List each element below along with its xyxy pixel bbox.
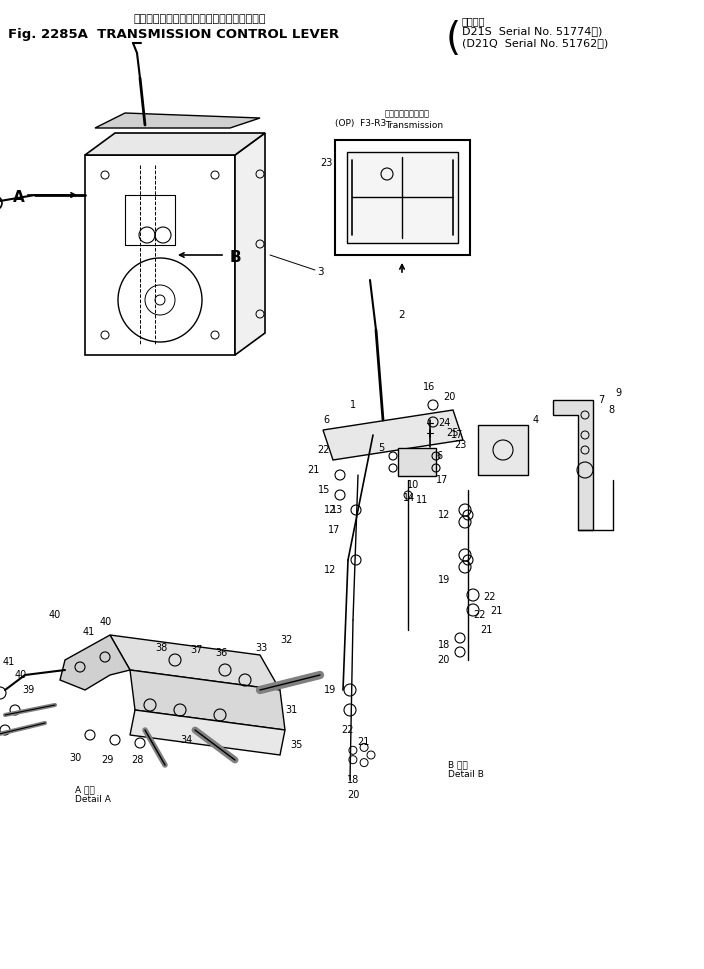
Text: 34: 34 xyxy=(180,735,192,745)
Text: 6: 6 xyxy=(324,415,330,425)
Text: 23: 23 xyxy=(320,158,333,168)
Text: 20: 20 xyxy=(438,655,450,665)
Text: 10: 10 xyxy=(407,480,419,490)
Text: 13: 13 xyxy=(331,505,343,515)
Text: 18: 18 xyxy=(438,640,450,650)
Text: 22: 22 xyxy=(318,445,330,455)
Text: トランスミッション　コントロール　レバー: トランスミッション コントロール レバー xyxy=(134,14,266,24)
Text: 22: 22 xyxy=(341,725,354,735)
Text: 21: 21 xyxy=(480,625,492,635)
Polygon shape xyxy=(323,410,463,460)
Text: 35: 35 xyxy=(290,740,303,750)
Text: 36: 36 xyxy=(215,648,227,658)
Polygon shape xyxy=(235,133,265,355)
Text: 17: 17 xyxy=(451,430,463,440)
Polygon shape xyxy=(60,635,130,690)
Text: 19: 19 xyxy=(438,575,450,585)
Text: (OP)  F3-R3: (OP) F3-R3 xyxy=(335,119,386,128)
Text: 9: 9 xyxy=(615,388,621,398)
Text: 5: 5 xyxy=(378,443,384,453)
Polygon shape xyxy=(110,635,280,690)
Text: 38: 38 xyxy=(155,643,168,653)
Text: B 詳細
Detail B: B 詳細 Detail B xyxy=(448,760,484,779)
Text: 20: 20 xyxy=(443,392,455,402)
Text: 15: 15 xyxy=(318,485,330,495)
Text: B: B xyxy=(230,250,241,265)
Text: 20: 20 xyxy=(347,790,359,800)
Text: 17: 17 xyxy=(436,475,448,485)
Text: 41: 41 xyxy=(3,657,15,667)
Text: 12: 12 xyxy=(438,510,450,520)
Text: 40: 40 xyxy=(15,670,27,680)
Text: 33: 33 xyxy=(255,643,268,653)
Text: 12: 12 xyxy=(324,565,336,575)
Polygon shape xyxy=(95,113,260,128)
Text: 22: 22 xyxy=(483,592,496,602)
Polygon shape xyxy=(553,400,593,530)
Bar xyxy=(335,140,470,255)
Text: 21: 21 xyxy=(308,465,320,475)
Text: 40: 40 xyxy=(49,610,61,620)
Text: トランスミッション: トランスミッション xyxy=(385,109,430,118)
Text: 1: 1 xyxy=(350,400,356,410)
Text: 18: 18 xyxy=(347,775,359,785)
Text: 40: 40 xyxy=(100,617,112,627)
Text: 41: 41 xyxy=(83,627,95,637)
Text: 28: 28 xyxy=(131,755,143,765)
Text: A: A xyxy=(13,190,25,205)
Text: 32: 32 xyxy=(280,635,292,645)
Text: 21: 21 xyxy=(490,606,503,616)
Text: (D21Q  Serial No. 51762～): (D21Q Serial No. 51762～) xyxy=(462,38,608,48)
Text: 23: 23 xyxy=(454,440,466,450)
Bar xyxy=(85,155,235,355)
Text: 39: 39 xyxy=(23,685,35,695)
Text: 8: 8 xyxy=(608,405,614,415)
Polygon shape xyxy=(130,710,285,755)
Text: 適用号機: 適用号機 xyxy=(462,16,486,26)
Text: (: ( xyxy=(446,20,461,58)
Text: 25: 25 xyxy=(446,428,458,438)
Text: A 詳細
Detail A: A 詳細 Detail A xyxy=(75,785,111,804)
Text: 4: 4 xyxy=(533,415,539,425)
Text: 11: 11 xyxy=(416,495,428,505)
Text: 22: 22 xyxy=(473,610,486,620)
Polygon shape xyxy=(130,670,285,730)
Text: 24: 24 xyxy=(438,418,451,428)
Circle shape xyxy=(0,196,2,210)
Text: 29: 29 xyxy=(101,755,113,765)
Text: 2: 2 xyxy=(398,310,405,320)
Text: 14: 14 xyxy=(403,493,415,503)
Text: 12: 12 xyxy=(324,505,336,515)
Text: 19: 19 xyxy=(324,685,336,695)
Text: 7: 7 xyxy=(598,395,604,405)
Text: 17: 17 xyxy=(327,525,340,535)
Text: 3: 3 xyxy=(317,267,324,277)
Text: 6: 6 xyxy=(436,451,442,461)
Text: D21S  Serial No. 51774～): D21S Serial No. 51774～) xyxy=(462,26,603,36)
Bar xyxy=(398,448,436,476)
Text: 31: 31 xyxy=(285,705,297,715)
Text: 16: 16 xyxy=(423,382,435,392)
Polygon shape xyxy=(85,133,265,155)
Text: 37: 37 xyxy=(190,645,202,655)
Text: Fig. 2285A  TRANSMISSION CONTROL LEVER: Fig. 2285A TRANSMISSION CONTROL LEVER xyxy=(8,28,339,41)
Bar xyxy=(347,152,458,243)
Text: 30: 30 xyxy=(69,753,81,763)
Bar xyxy=(478,425,528,475)
Text: 21: 21 xyxy=(357,737,369,747)
Text: Transmission: Transmission xyxy=(385,121,443,130)
